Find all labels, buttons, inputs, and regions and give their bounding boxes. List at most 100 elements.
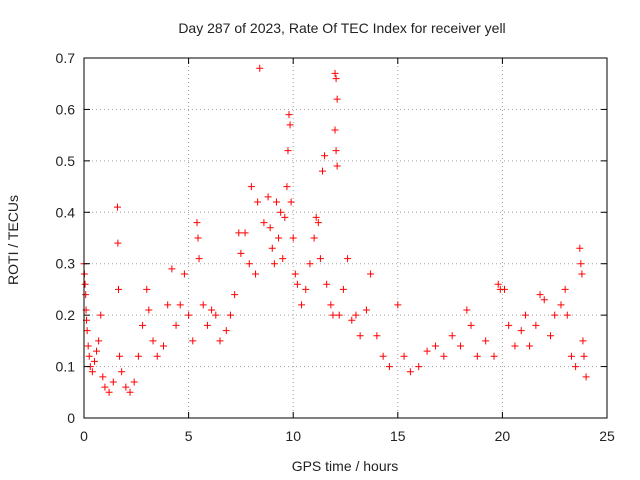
- data-point: [316, 255, 324, 263]
- data-point: [168, 265, 176, 273]
- data-point: [467, 321, 475, 329]
- data-point: [540, 296, 548, 304]
- data-point: [260, 219, 268, 227]
- data-point: [283, 183, 291, 191]
- data-point: [99, 373, 107, 381]
- data-point: [521, 311, 529, 319]
- data-point: [268, 244, 276, 252]
- y-tick-label: 0.4: [56, 204, 76, 220]
- x-tick-label: 5: [185, 428, 193, 444]
- y-tick-label: 0.6: [56, 101, 76, 117]
- data-point: [93, 347, 101, 355]
- data-point: [82, 291, 90, 299]
- data-point: [264, 193, 272, 201]
- data-point: [318, 167, 326, 175]
- data-point: [164, 301, 172, 309]
- data-point: [241, 229, 249, 237]
- data-point: [306, 260, 314, 268]
- y-tick-label: 0.5: [56, 153, 76, 169]
- data-point: [212, 311, 220, 319]
- data-point: [101, 383, 109, 391]
- data-point: [195, 255, 203, 263]
- data-point: [118, 368, 126, 376]
- data-point: [561, 285, 569, 293]
- data-point: [105, 388, 113, 396]
- data-point: [88, 368, 96, 376]
- y-tick-label: 0: [67, 410, 75, 426]
- data-point: [285, 111, 293, 119]
- x-tick-label: 15: [390, 428, 406, 444]
- x-tick-label: 10: [285, 428, 301, 444]
- data-point: [176, 301, 184, 309]
- data-point: [579, 337, 587, 345]
- data-point: [199, 301, 207, 309]
- data-point: [270, 260, 278, 268]
- y-tick-label: 0.3: [56, 256, 76, 272]
- data-point: [109, 378, 117, 386]
- data-point: [126, 388, 134, 396]
- data-point: [286, 121, 294, 129]
- data-point: [245, 260, 253, 268]
- data-point: [348, 316, 356, 324]
- y-tick-label: 0.1: [56, 359, 76, 375]
- data-point: [517, 327, 525, 335]
- data-point: [159, 342, 167, 350]
- data-point: [551, 311, 559, 319]
- data-point: [362, 306, 370, 314]
- data-point: [331, 126, 339, 134]
- data-point: [134, 352, 142, 360]
- data-point: [90, 357, 98, 365]
- data-point: [281, 213, 289, 221]
- data-point: [332, 75, 340, 83]
- data-point: [172, 321, 180, 329]
- data-point: [431, 342, 439, 350]
- data-point: [578, 270, 586, 278]
- data-point: [406, 368, 414, 376]
- plot-frame: [83, 57, 608, 419]
- data-point: [394, 301, 402, 309]
- data-point: [203, 321, 211, 329]
- data-point: [310, 234, 318, 242]
- data-point: [526, 342, 534, 350]
- data-point: [291, 270, 299, 278]
- data-point: [222, 327, 230, 335]
- data-point: [272, 198, 280, 206]
- data-point: [95, 337, 103, 345]
- data-point: [367, 270, 375, 278]
- data-point: [327, 301, 335, 309]
- data-points: [80, 64, 590, 396]
- data-point: [323, 280, 331, 288]
- data-point: [321, 152, 329, 160]
- data-point: [83, 327, 91, 335]
- data-point: [505, 321, 513, 329]
- data-point: [314, 219, 322, 227]
- x-tick-label: 0: [80, 428, 88, 444]
- data-point: [500, 285, 508, 293]
- data-point: [302, 285, 310, 293]
- data-point: [231, 291, 239, 299]
- data-point: [149, 337, 157, 345]
- data-point: [572, 363, 580, 371]
- data-point: [576, 244, 584, 252]
- data-point: [116, 352, 124, 360]
- data-point: [287, 198, 295, 206]
- data-point: [400, 352, 408, 360]
- data-point: [266, 224, 274, 232]
- data-point: [143, 285, 151, 293]
- data-point: [385, 363, 393, 371]
- data-point: [284, 147, 292, 155]
- y-tick-label: 0.7: [56, 50, 76, 66]
- data-point: [473, 352, 481, 360]
- data-point: [440, 352, 448, 360]
- data-point: [557, 301, 565, 309]
- data-point: [577, 260, 585, 268]
- chart-title: Day 287 of 2023, Rate Of TEC Index for r…: [178, 20, 505, 36]
- data-point: [490, 352, 498, 360]
- data-point: [423, 347, 431, 355]
- data-point: [448, 332, 456, 340]
- data-point: [339, 285, 347, 293]
- data-point: [193, 219, 201, 227]
- data-point: [130, 378, 138, 386]
- data-point: [333, 162, 341, 170]
- data-point: [482, 337, 490, 345]
